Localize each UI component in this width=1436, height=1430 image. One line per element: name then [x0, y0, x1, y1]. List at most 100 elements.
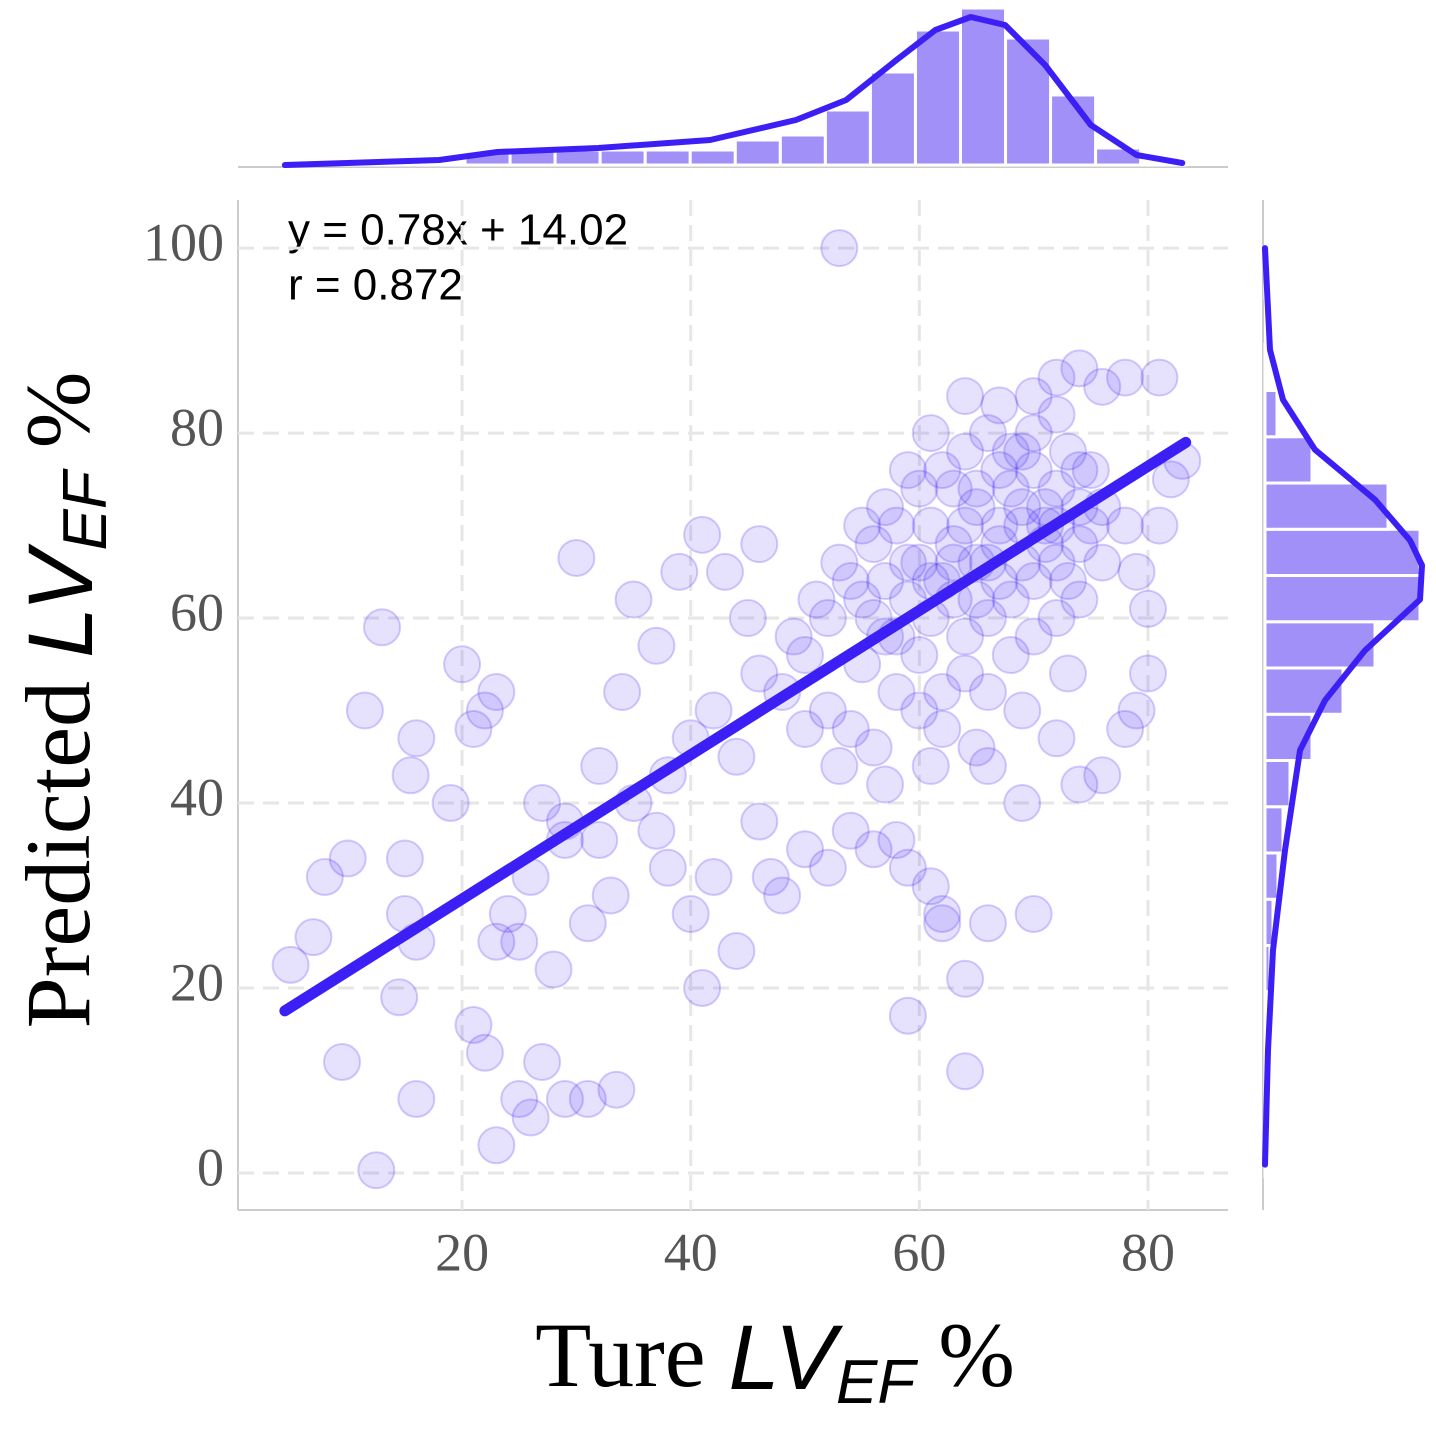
point: [946, 1052, 985, 1091]
point: [866, 488, 905, 527]
hist-bar: [1139, 162, 1188, 167]
hist-bar: [733, 138, 782, 167]
point: [911, 867, 950, 906]
point: [488, 895, 527, 934]
point: [477, 673, 516, 712]
hist-bar: [778, 133, 827, 167]
point: [1128, 654, 1167, 693]
point: [763, 876, 802, 915]
point: [328, 839, 367, 878]
hist-bar: [1263, 481, 1390, 531]
point: [1140, 358, 1179, 397]
kde-line: [281, 14, 1186, 168]
y-tick-label: 20: [170, 952, 224, 1012]
point: [305, 858, 344, 897]
point: [808, 599, 847, 638]
kde-line: [1262, 245, 1425, 1168]
point: [957, 488, 996, 527]
point: [380, 978, 419, 1017]
hist-bar: [868, 70, 917, 167]
x-tick-label: 20: [435, 1222, 489, 1282]
point: [900, 636, 939, 675]
point: [694, 691, 733, 730]
point: [705, 552, 744, 591]
hist-bar: [598, 148, 647, 167]
point: [511, 1098, 550, 1137]
point: [774, 617, 813, 656]
hist-bar: [958, 6, 1008, 167]
point: [911, 414, 950, 453]
label-text: Predicted: [7, 681, 109, 1028]
point: [1037, 599, 1076, 638]
hist-bar: [1263, 342, 1268, 393]
hist-bar: [1263, 574, 1422, 624]
point: [843, 580, 882, 619]
point: [597, 1070, 636, 1109]
point: [1037, 469, 1076, 508]
point: [946, 506, 985, 545]
point: [1014, 895, 1053, 934]
point: [500, 1080, 539, 1119]
point: [934, 543, 973, 582]
point: [991, 580, 1030, 619]
point: [923, 673, 962, 712]
point: [888, 848, 927, 887]
point: [866, 562, 905, 601]
x-tick-label: 60: [892, 1222, 946, 1282]
point: [1037, 395, 1076, 434]
point: [557, 538, 596, 577]
point: [740, 654, 779, 693]
point: [614, 580, 653, 619]
point: [900, 691, 939, 730]
point: [808, 691, 847, 730]
point: [786, 830, 825, 869]
point: [980, 506, 1019, 545]
point: [786, 710, 825, 749]
point: [1140, 506, 1179, 545]
point: [523, 1043, 562, 1082]
x-axis-label: Ture LVEF %: [535, 1304, 1015, 1417]
point: [648, 848, 687, 887]
point: [1014, 414, 1053, 453]
x-tick-label: 40: [664, 1222, 718, 1282]
point: [946, 432, 985, 471]
point: [1037, 358, 1076, 397]
equation: y = 0.78x + 14.02: [288, 206, 628, 255]
point: [911, 506, 950, 545]
point: [900, 543, 939, 582]
point: [1128, 589, 1167, 628]
point: [728, 599, 767, 638]
point: [1060, 525, 1099, 564]
point: [888, 996, 927, 1035]
y-tick-label: 40: [170, 767, 224, 827]
point: [431, 784, 470, 823]
point: [391, 756, 430, 795]
point: [1014, 451, 1053, 490]
point: [717, 932, 756, 971]
point: [740, 525, 779, 564]
y-tick-label: 0: [197, 1137, 224, 1197]
hist-bar: [1263, 435, 1314, 485]
point: [991, 636, 1030, 675]
x-tick-label: 80: [1121, 1222, 1175, 1282]
point: [843, 506, 882, 545]
point: [294, 918, 333, 957]
hist-bar: [1263, 851, 1280, 901]
label-var: LV: [729, 1307, 844, 1409]
point: [877, 506, 916, 545]
point: [397, 1080, 436, 1119]
point: [397, 719, 436, 758]
point: [877, 673, 916, 712]
point: [385, 839, 424, 878]
label-sub: EF: [51, 468, 120, 550]
point: [820, 747, 859, 786]
hist-bar: [913, 28, 962, 167]
point: [1014, 617, 1053, 656]
point: [946, 654, 985, 693]
point: [946, 959, 985, 998]
label-unit: %: [938, 1304, 1015, 1406]
y-tick-label: 60: [170, 582, 224, 642]
point: [568, 1080, 607, 1119]
point: [1117, 552, 1156, 591]
